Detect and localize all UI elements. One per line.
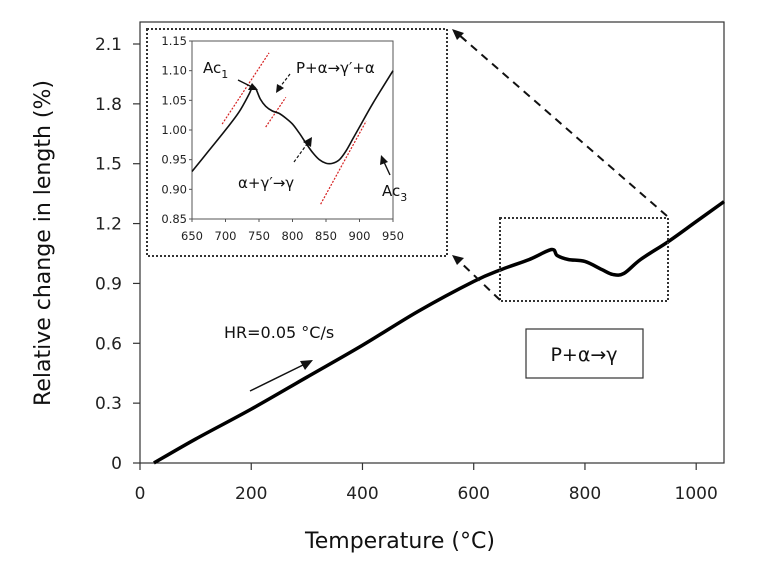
y-tick-label: 0 [111,454,122,474]
reaction2-label: α+γ′→γ [238,174,294,192]
inset-y-tick-label: 0.95 [161,153,187,167]
inset-y-tick-label: 1.10 [161,64,187,78]
y-tick-label: 0.3 [95,394,122,414]
inset-x-tick-label: 650 [181,229,203,243]
y-tick-label: 1.2 [95,215,122,235]
inset-frame [146,28,448,257]
x-tick-label: 600 [457,484,489,504]
y-axis-ticks: 0 0.3 0.6 0.9 1.2 1.5 1.8 2.1 [95,35,140,474]
ac1-label: Ac1 [203,59,228,81]
reaction-box [525,328,644,379]
inset-series-line [191,70,394,173]
x-tick-label: 200 [235,484,267,504]
ac3-label: Ac3 [382,182,407,204]
inset-y-tick-label: 1.00 [161,123,187,137]
zoom-region-box [499,217,669,302]
reaction2-arrowhead-icon [303,137,312,147]
ac1-arrowhead-icon [248,83,258,90]
y-tick-label: 2.1 [95,35,122,55]
inset-y-ticks: 0.85 0.90 0.95 1.00 1.05 1.10 1.15 [161,34,192,226]
y-tick-label: 1.5 [95,155,122,175]
heating-rate-label: HR=0.05 °C/s [224,323,334,342]
inset-y-tick-label: 1.15 [161,34,187,48]
inset-x-tick-label: 900 [349,229,371,243]
ac3-arrow [383,161,391,176]
x-tick-label: 1000 [675,484,718,504]
reaction1-arrow [279,73,291,88]
ac3-arrowhead-icon [380,155,388,165]
x-tick-label: 400 [346,484,378,504]
connector-arrowhead-bottom-icon [452,255,464,265]
y-tick-label: 0.9 [95,274,122,294]
reaction2-arrow [293,143,308,163]
inset-y-tick-label: 1.05 [161,93,187,107]
inset-x-ticks: 650 700 750 800 850 900 950 [181,219,404,243]
inset-x-tick-label: 700 [215,229,237,243]
x-tick-label: 800 [569,484,601,504]
connector-arrowhead-top-icon [452,29,464,40]
y-tick-label: 0.6 [95,334,122,354]
reaction1-label: P+α→γ′+α [296,59,375,77]
zoom-connector-top [457,33,668,217]
main-series-line [153,200,726,465]
heating-rate-arrow [249,364,304,392]
ac1-arrow [237,79,253,88]
inset-x-tick-label: 750 [248,229,270,243]
y-tick-label: 1.8 [95,95,122,115]
inset-x-tick-label: 800 [282,229,304,243]
zoom-connector-bottom [457,259,501,301]
x-axis-ticks: 0 200 400 600 800 1000 [135,463,718,504]
reaction1-arrowhead-icon [276,84,284,93]
inset-y-tick-label: 0.90 [161,182,187,196]
reaction-box-label: P+α→γ [550,344,617,366]
y-axis-label: Relative change in length (%) [31,80,56,406]
tangent-ac1-line [221,52,270,125]
inset-x-tick-label: 850 [315,229,337,243]
heating-rate-arrowhead-icon [300,360,313,370]
inset-chart: 0.85 0.90 0.95 1.00 1.05 1.10 1.15 650 700 750 80… [161,34,407,243]
inset-y-tick-label: 0.85 [161,212,187,226]
x-tick-label: 0 [135,484,146,504]
plot-frame [139,21,725,464]
x-axis-label: Temperature (°C) [304,529,495,554]
inset-x-tick-label: 950 [382,229,404,243]
tangent-ac3-line [320,120,367,205]
